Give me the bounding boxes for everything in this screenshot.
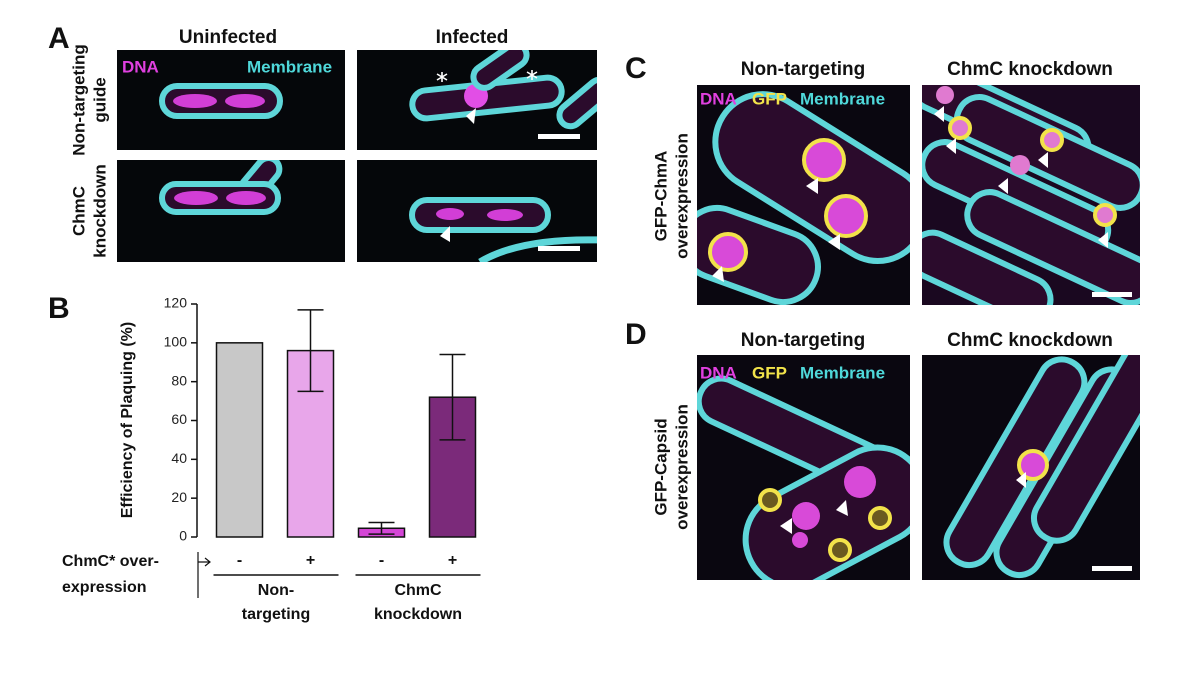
x-tick-label: +	[448, 552, 457, 569]
column-header: ChmC knockdown	[947, 59, 1113, 80]
chart: 0 20 40 60 80 100 120 - + - + Non-targeting ChmC knoc…	[164, 295, 481, 623]
panel-letter: A	[48, 22, 70, 55]
y-tick-label: 40	[171, 450, 187, 466]
group-label: targeting	[242, 606, 310, 623]
row-label: Non-targeting	[69, 44, 88, 155]
channel-label: Membrane	[800, 363, 885, 382]
row-label: GFP-Capsid	[651, 418, 670, 515]
channel-label: Membrane	[800, 89, 885, 108]
panel-letter: B	[48, 292, 70, 325]
row-label: overexpression	[672, 133, 691, 259]
bar	[286, 349, 335, 538]
micrograph	[357, 160, 597, 262]
x-tick-label: +	[306, 552, 315, 569]
y-tick-label: 80	[171, 372, 187, 388]
y-axis-label: Efficiency of Plaquing (%)	[119, 322, 136, 518]
column-header: Non-targeting	[741, 59, 866, 80]
row-label: overexpression	[672, 404, 691, 530]
micrograph	[117, 160, 345, 262]
channel-label: GFP	[752, 89, 787, 108]
channel-label: DNA	[700, 363, 737, 382]
row-label: expression	[62, 579, 146, 596]
x-tick-label: -	[379, 552, 384, 569]
row-label: guide	[90, 77, 109, 122]
row-bracket	[197, 552, 211, 598]
bar	[215, 342, 264, 538]
micrograph	[922, 85, 1140, 305]
row-label: ChmC* over-	[62, 553, 159, 570]
panel-letter: C	[625, 52, 647, 85]
y-tick-label: 0	[179, 528, 187, 544]
x-tick-label: -	[237, 552, 242, 569]
column-header: Uninfected	[179, 27, 277, 48]
row-label: ChmC	[69, 186, 88, 236]
micrograph	[697, 85, 910, 305]
channel-label: DNA	[122, 57, 159, 76]
y-tick-label: 100	[164, 334, 188, 350]
channel-label: Membrane	[247, 57, 332, 76]
panel-letter: D	[625, 318, 647, 351]
y-tick-label: 20	[171, 489, 187, 505]
column-header: Non-targeting	[741, 330, 866, 351]
y-tick-label: 60	[171, 411, 187, 427]
group-label: Non-	[258, 582, 294, 599]
micrograph	[357, 50, 597, 150]
group-label: ChmC	[394, 582, 442, 599]
micrograph	[697, 355, 910, 580]
row-label: knockdown	[90, 164, 109, 258]
column-header: ChmC knockdown	[947, 330, 1113, 351]
y-tick-label: 120	[164, 295, 188, 311]
column-header: Infected	[436, 27, 509, 48]
group-label: knockdown	[374, 606, 462, 623]
row-label: GFP-ChmA	[651, 151, 670, 242]
micrograph	[922, 355, 1140, 580]
channel-label: GFP	[752, 363, 787, 382]
channel-label: DNA	[700, 89, 737, 108]
micrograph	[117, 50, 345, 150]
